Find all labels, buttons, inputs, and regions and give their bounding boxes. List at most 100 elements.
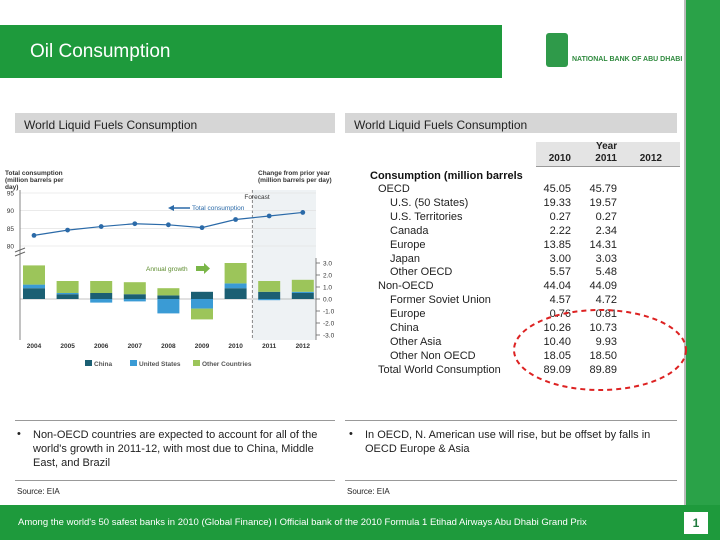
bar-segment xyxy=(157,288,180,296)
x-tick-label: 2009 xyxy=(195,343,210,350)
cell: 10.40 xyxy=(543,335,571,348)
line-point xyxy=(166,222,171,228)
cell: 0.27 xyxy=(595,210,617,223)
y-tick-label: 85 xyxy=(7,226,15,233)
divider xyxy=(15,420,335,421)
row-label: Former Soviet Union xyxy=(390,294,491,307)
line-point xyxy=(199,225,205,231)
y2-tick-label: -2.0 xyxy=(323,321,335,328)
cell: 44.09 xyxy=(589,280,617,293)
cell: 0.76 xyxy=(549,308,571,321)
legend-label: Other Countries xyxy=(202,361,252,368)
cell: 3.03 xyxy=(595,252,617,265)
bar-segment xyxy=(56,293,79,295)
row-label: China xyxy=(390,322,419,334)
y2-tick-label: 3.0 xyxy=(323,261,332,268)
line-point xyxy=(31,233,37,238)
bar-segment xyxy=(157,295,180,299)
bar-segment xyxy=(123,294,146,299)
row-label: Canada xyxy=(390,224,429,237)
bar-segment xyxy=(56,281,79,293)
legend-swatch xyxy=(193,360,200,366)
side-strip xyxy=(684,0,720,505)
row-label: Other Non OECD xyxy=(390,349,476,362)
panel-title-bar xyxy=(15,113,335,133)
cell: 19.57 xyxy=(589,196,617,209)
column-group-header: Year xyxy=(596,141,618,152)
bar-segment xyxy=(291,293,314,299)
y-tick-label: 95 xyxy=(7,191,15,198)
legend-swatch xyxy=(130,360,137,366)
bar-segment xyxy=(224,288,247,299)
line-point xyxy=(300,210,306,215)
bar-segment xyxy=(123,299,146,302)
x-tick-label: 2012 xyxy=(296,343,311,350)
row-label: Europe xyxy=(390,238,426,251)
cell: 45.05 xyxy=(543,183,571,195)
bar-segment xyxy=(90,299,113,303)
cell: 4.72 xyxy=(595,294,617,307)
cell: 9.93 xyxy=(595,335,617,348)
bar-segment xyxy=(23,265,45,285)
x-tick-label: 2006 xyxy=(94,343,109,350)
bullet: Non-OECD countries are expected to accou… xyxy=(33,429,318,469)
bar-segment xyxy=(23,288,45,299)
cell: 0.27 xyxy=(549,210,571,223)
cell: 45.79 xyxy=(589,183,617,195)
cell: 89.09 xyxy=(543,363,571,376)
cell: 19.33 xyxy=(543,196,571,209)
bar-segment xyxy=(291,279,314,292)
row-label: Europe xyxy=(390,308,426,321)
y2-axis-title: Change from prior year (million barrels … xyxy=(258,170,332,184)
bar-segment xyxy=(90,281,113,293)
cell: 4.57 xyxy=(549,294,571,307)
row-label: Total World Consumption xyxy=(378,363,501,376)
line-point xyxy=(266,213,272,219)
section-label: Consumption (million barrels xyxy=(370,170,523,182)
logo-icon xyxy=(546,33,568,67)
bar-segment xyxy=(157,299,180,314)
y-tick-label: 80 xyxy=(7,244,15,251)
divider xyxy=(345,420,677,421)
y2-tick-label: -1.0 xyxy=(323,309,335,316)
line-label: Total consumption xyxy=(192,205,245,212)
cell: 5.48 xyxy=(595,266,617,279)
legend-swatch xyxy=(85,360,92,366)
column-header: 2010 xyxy=(548,153,571,164)
x-tick-label: 2011 xyxy=(262,343,276,350)
page-number: 1 xyxy=(684,512,708,534)
cell: 14.31 xyxy=(589,238,617,251)
line-point xyxy=(65,227,70,233)
bar-segment xyxy=(56,294,79,299)
bar-segment xyxy=(123,282,146,295)
source: Source: EIA xyxy=(17,487,60,496)
line-point xyxy=(233,217,239,222)
header-bar xyxy=(0,25,502,78)
table-header-bg xyxy=(536,142,680,167)
cell: 13.85 xyxy=(543,238,571,251)
row-label: OECD xyxy=(378,183,410,195)
cell: 2.34 xyxy=(595,224,617,237)
bar-segment xyxy=(258,291,281,299)
table: Year 2010 2011 2012 Consumption (million bar… xyxy=(368,138,680,383)
column-header: 2012 xyxy=(639,153,662,164)
column-header: 2011 xyxy=(595,153,617,164)
legend-label: United States xyxy=(139,361,181,368)
source: Source: EIA xyxy=(347,487,390,496)
line-point xyxy=(132,221,138,227)
row-label: Japan xyxy=(390,252,420,265)
cell: 2.22 xyxy=(549,224,571,237)
bar-segment xyxy=(191,299,213,309)
cell: 10.73 xyxy=(589,322,617,334)
arrow-head xyxy=(168,205,174,211)
bar-segment xyxy=(191,291,213,299)
y2-tick-label: -3.0 xyxy=(323,333,335,340)
cell: 10.26 xyxy=(543,322,571,334)
highlight-ellipse xyxy=(513,309,687,391)
axis-break xyxy=(14,247,26,253)
cell: 5.57 xyxy=(549,266,571,279)
cell: 18.05 xyxy=(543,349,571,362)
y-axis-title: Total consumption (million barrels per d… xyxy=(5,170,64,191)
